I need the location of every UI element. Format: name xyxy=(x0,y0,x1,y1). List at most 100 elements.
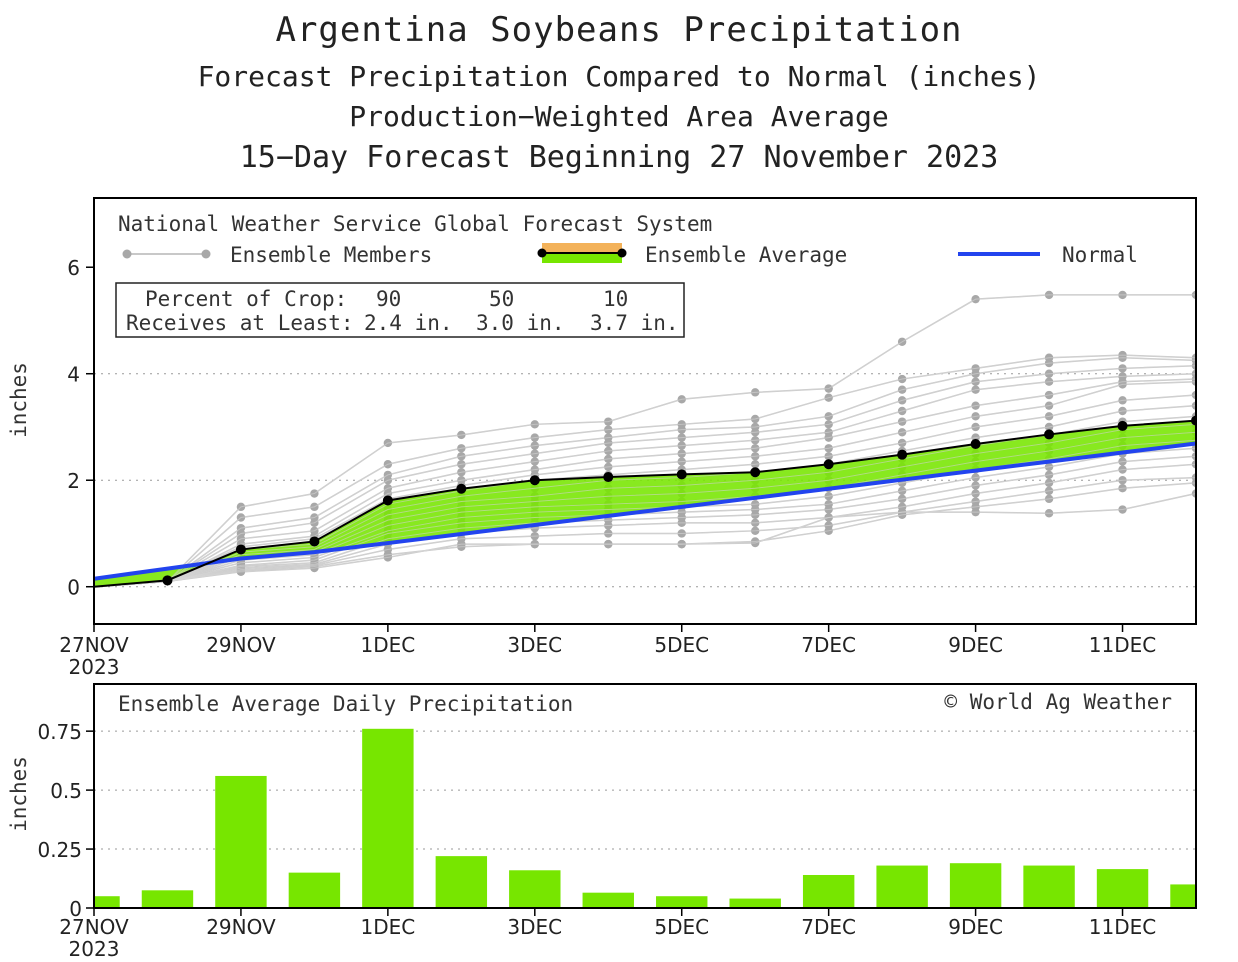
daily-precip-bar xyxy=(656,896,708,908)
legend-normal-label: Normal xyxy=(1062,243,1138,267)
ensemble-member-overlay xyxy=(94,405,1196,588)
ensemble-average-point xyxy=(1117,420,1128,431)
normal-series xyxy=(94,441,1196,581)
ensemble-member-overlay xyxy=(94,463,1196,588)
top-axes: 0 2 4 6 27NOV 29NOV 1DEC 3DEC 5DEC 7DEC 9DEC 11DEC 2… xyxy=(59,256,1156,679)
ensemble-average-line xyxy=(94,419,1196,588)
bottom-xtick-label: 27NOV xyxy=(59,915,129,939)
top-ylabel: inches xyxy=(7,362,31,438)
ensemble-member-overlay xyxy=(94,455,1196,588)
bottom-xtick-label: 3DEC xyxy=(507,915,562,939)
top-xtick-year: 2023 xyxy=(69,655,120,679)
legend-average-swatch xyxy=(537,243,627,263)
daily-precip-bar xyxy=(582,892,634,908)
bottom-plot-frame xyxy=(93,683,1197,909)
ensemble-member-overlay xyxy=(94,354,1196,588)
crop-table-percent-50: 50 xyxy=(489,287,514,311)
ensemble-average-point xyxy=(382,495,393,506)
legend-source: National Weather Service Global Forecast… xyxy=(118,212,712,236)
daily-precip-bar xyxy=(1023,865,1075,908)
daily-bars xyxy=(94,728,1196,908)
ensemble-average-point xyxy=(750,467,761,478)
daily-precip-bar xyxy=(949,863,1002,908)
ensemble-member-overlay xyxy=(94,477,1196,588)
ensemble-average-point xyxy=(603,472,614,483)
crop-table-percent-90: 90 xyxy=(376,287,401,311)
daily-precip-bar xyxy=(435,856,488,908)
top-xtick-label: 5DEC xyxy=(654,633,709,657)
ensemble-average-point xyxy=(970,439,981,450)
bottom-gridlines xyxy=(94,730,1196,850)
ensemble-member-overlay xyxy=(94,447,1196,588)
crop-table-amount-50: 3.0 in. xyxy=(476,311,565,335)
ensemble-member-overlay xyxy=(94,431,1196,588)
daily-precip-bar xyxy=(509,870,561,908)
top-xtick-label: 9DEC xyxy=(948,633,1003,657)
ensemble-average-point xyxy=(235,544,246,555)
daily-precip-bar xyxy=(141,890,194,908)
crop-table-amount-90: 2.4 in. xyxy=(364,311,453,335)
ensemble-member-overlay xyxy=(94,394,1196,588)
top-ytick-label: 2 xyxy=(67,469,80,493)
ensemble-average-point xyxy=(676,469,687,480)
ensemble-average-point xyxy=(823,459,834,470)
bottom-xtick-label: 5DEC xyxy=(654,915,709,939)
bottom-ylabel: inches xyxy=(7,756,31,832)
bottom-xtick-label: 7DEC xyxy=(801,915,856,939)
daily-precip-bar xyxy=(876,865,928,908)
ensemble-average-point xyxy=(456,483,467,494)
daily-precip-bar xyxy=(362,728,414,908)
daily-precip-bar xyxy=(802,874,855,908)
bottom-xtick-label: 29NOV xyxy=(206,915,276,939)
daily-precip-bar xyxy=(288,872,341,908)
ensemble-average-point xyxy=(1191,415,1196,426)
ensemble-average-series xyxy=(94,415,1196,588)
ensemble-member-overlay xyxy=(94,365,1196,588)
crop-table-row2-label: Receives at Least: xyxy=(126,311,354,335)
top-xtick-label: 1DEC xyxy=(360,633,415,657)
ensemble-average-point xyxy=(529,475,540,486)
ensemble-member-overlay xyxy=(94,493,1196,588)
bottom-ytick-label: 0.5 xyxy=(50,779,82,803)
crop-table-amount-10: 3.7 in. xyxy=(590,311,679,335)
ensemble-average-point xyxy=(162,575,173,586)
top-xtick-label: 11DEC xyxy=(1089,633,1156,657)
crop-table-percent-10: 10 xyxy=(603,287,628,311)
chart-subtitle-1: Forecast Precipitation Compared to Norma… xyxy=(197,60,1041,93)
top-ytick-label: 4 xyxy=(67,363,80,387)
bottom-ytick-label: 0 xyxy=(69,897,82,921)
daily-precip-bar xyxy=(215,775,267,908)
ensemble-member-overlay xyxy=(94,378,1196,588)
bottom-ytick-label: 0.25 xyxy=(37,838,82,862)
ensemble-member-overlay xyxy=(94,294,1196,588)
chart-subtitle-2: Production−Weighted Area Average xyxy=(349,100,889,133)
daily-precip-bar xyxy=(729,898,781,908)
bottom-chart-title: Ensemble Average Daily Precipitation xyxy=(118,692,573,716)
chart-title: Argentina Soybeans Precipitation xyxy=(275,10,963,50)
ensemble-average-point xyxy=(897,449,908,460)
legend-members-label: Ensemble Members xyxy=(230,243,432,267)
bottom-axes: 0 0.25 0.5 0.75 27NOV 29NOV 1DEC 3DEC 5DEC 7DEC 9D… xyxy=(37,720,1156,961)
daily-precip-bar xyxy=(94,896,120,908)
top-ytick-label: 0 xyxy=(67,576,80,600)
bottom-ytick-label: 0.75 xyxy=(37,720,82,744)
ensemble-average-point xyxy=(309,536,320,547)
daily-precip-bar xyxy=(1170,884,1196,908)
daily-precip-bar xyxy=(1096,869,1149,908)
legend-members-swatch xyxy=(122,249,211,259)
top-xtick-label: 27NOV xyxy=(59,633,129,657)
chart-subtitle-3: 15−Day Forecast Beginning 27 November 20… xyxy=(239,140,999,175)
top-xtick-label: 29NOV xyxy=(206,633,276,657)
ensemble-member-overlay xyxy=(94,381,1196,588)
crop-table-row1-label: Percent of Crop: xyxy=(145,287,347,311)
ensemble-member-overlay xyxy=(94,373,1196,588)
normal-line xyxy=(94,441,1196,581)
bottom-xtick-label: 1DEC xyxy=(360,915,415,939)
copyright-annotation: © World Ag Weather xyxy=(944,690,1172,714)
top-xtick-label: 3DEC xyxy=(507,633,562,657)
ensemble-member-overlay xyxy=(94,415,1196,588)
bottom-xtick-year: 2023 xyxy=(69,937,120,961)
ensemble-average-point xyxy=(1044,429,1055,440)
legend-average-label: Ensemble Average xyxy=(645,243,847,267)
